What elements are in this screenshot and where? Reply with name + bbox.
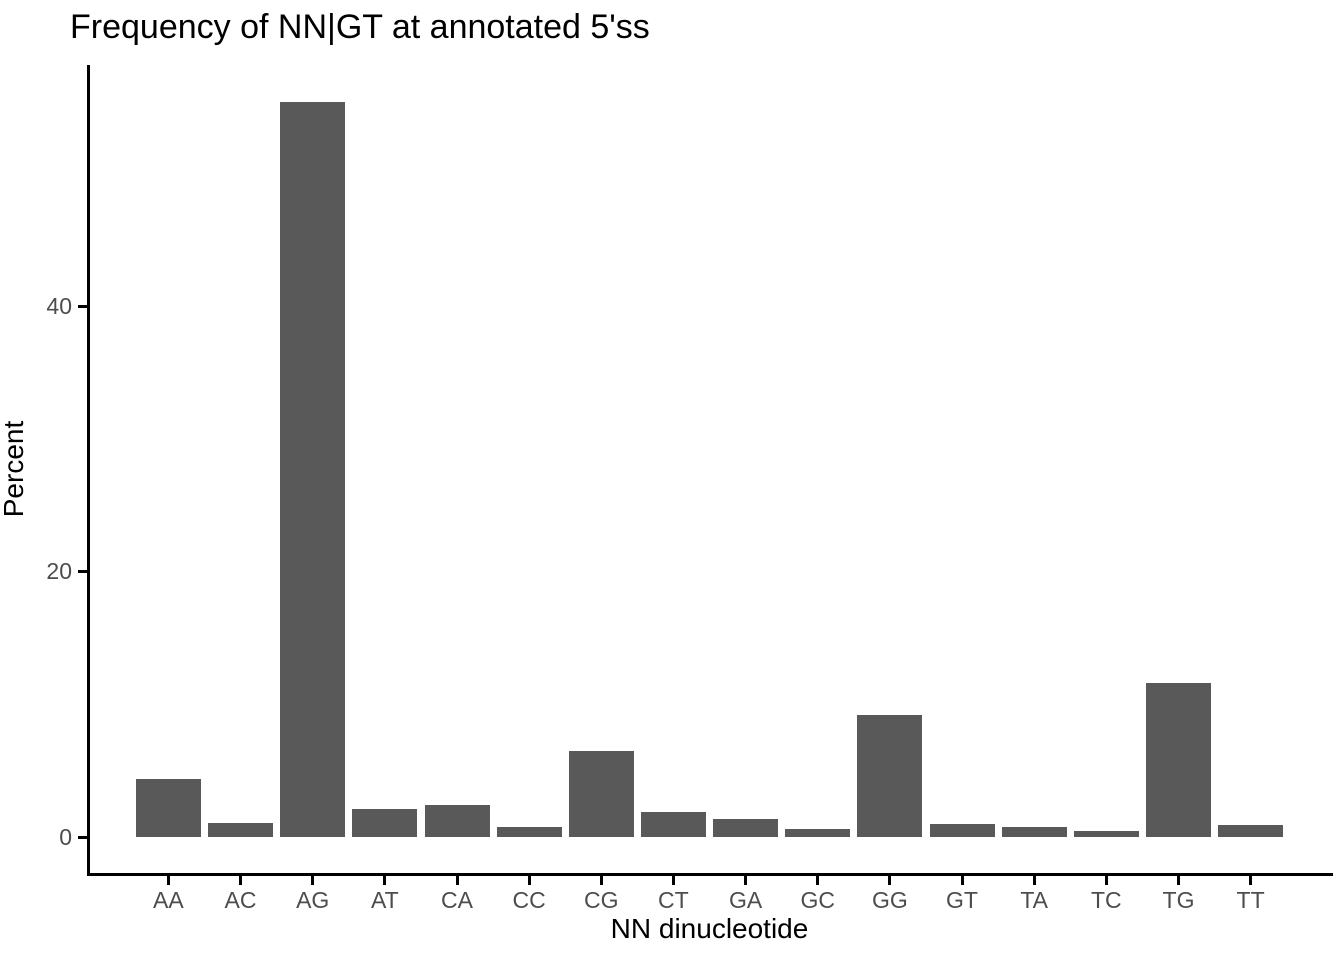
chart-title: Frequency of NN|GT at annotated 5'ss: [70, 8, 650, 46]
x-tick-label-TA: TA: [1020, 887, 1049, 913]
y-tick-label-0: 0: [59, 823, 72, 850]
x-tick-label-AC: AC: [224, 887, 257, 913]
x-tick-CG: [599, 876, 603, 885]
y-tick-label-40: 40: [46, 293, 72, 319]
x-tick-label-CT: CT: [658, 887, 689, 913]
x-tick-label-GC: GC: [800, 887, 835, 913]
x-tick-AC: [239, 876, 242, 885]
bar-TC: [1073, 830, 1139, 838]
x-tick-CC: [527, 876, 531, 885]
x-tick-label-CG: CG: [584, 887, 619, 913]
bar-GA: [713, 818, 779, 838]
x-tick-CA: [455, 876, 459, 885]
bar-CA: [424, 805, 490, 838]
plot-panel: 0 20 40 AA AC AG AT CA CC CG CT GA GC GG GT TA TC TG TT: [46, 65, 1333, 912]
x-tick-TT: [1249, 876, 1253, 885]
y-axis-line: [87, 65, 90, 876]
x-tick-label-AT: AT: [370, 887, 399, 913]
x-tick-GT: [960, 876, 964, 885]
x-tick-label-AG: AG: [296, 887, 330, 913]
x-tick-TA: [1032, 876, 1036, 885]
x-tick-label-CA: CA: [441, 887, 473, 913]
x-tick-GA: [744, 876, 748, 885]
bar-TA: [1001, 826, 1067, 838]
bar-AT: [352, 809, 418, 838]
x-tick-AA: [166, 876, 170, 885]
x-tick-CT: [671, 876, 675, 885]
y-tick-label-20: 20: [46, 558, 72, 585]
x-tick-label-TG: TG: [1162, 887, 1195, 913]
x-tick-label-CC: CC: [512, 887, 546, 913]
y-tick-20: [78, 570, 87, 574]
x-tick-GG: [888, 876, 892, 885]
x-tick-label-GT: GT: [946, 887, 978, 913]
bar-TT: [1218, 825, 1284, 838]
bar-CT: [640, 812, 706, 838]
bar-AG: [280, 102, 346, 838]
y-tick-40: [78, 305, 87, 308]
x-tick-TG: [1177, 876, 1180, 885]
x-axis-title: NN dinucleotide: [610, 913, 809, 944]
x-tick-TC: [1104, 876, 1108, 885]
x-tick-label-TT: TT: [1236, 887, 1265, 913]
bar-GT: [929, 823, 995, 838]
bar-GG: [857, 715, 923, 838]
x-tick-label-AA: AA: [153, 887, 184, 913]
y-tick-0: [78, 835, 87, 839]
bar-CC: [496, 826, 562, 838]
x-tick-GC: [816, 876, 820, 885]
x-tick-label-TC: TC: [1090, 887, 1122, 913]
bar-AA: [135, 778, 201, 838]
x-tick-AG: [311, 876, 315, 885]
bar-GC: [785, 829, 851, 838]
x-tick-label-GG: GG: [872, 887, 908, 913]
bar-AC: [208, 822, 273, 838]
x-tick-label-GA: GA: [728, 887, 763, 913]
y-axis-title-text: Percent: [0, 420, 29, 518]
bar-TG: [1146, 683, 1211, 838]
bar-CG: [568, 750, 634, 838]
x-axis-line: [87, 873, 1333, 876]
x-tick-AT: [383, 876, 387, 885]
